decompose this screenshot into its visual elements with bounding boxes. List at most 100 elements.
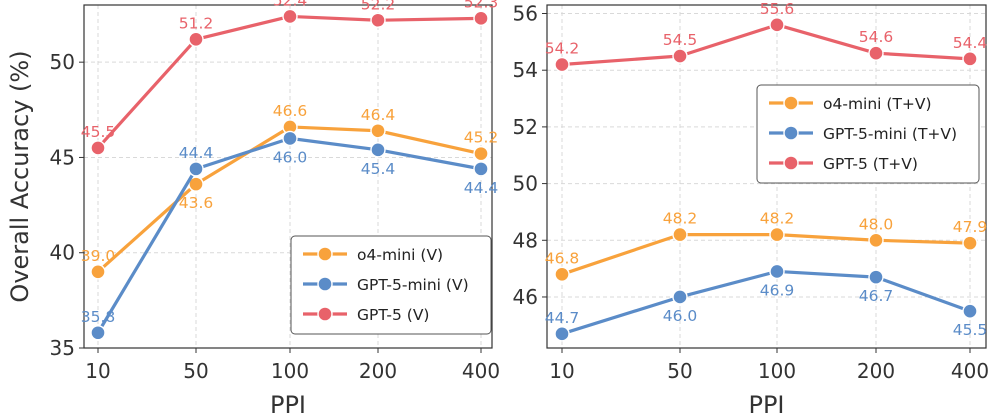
- data-label: 46.8: [545, 249, 580, 267]
- y-tick-label: 40: [50, 241, 75, 265]
- data-label: 44.4: [179, 144, 214, 162]
- data-label: 43.6: [179, 194, 214, 212]
- data-label: 46.4: [361, 106, 396, 124]
- y-tick-label: 45: [50, 145, 75, 169]
- x-tick-label: 50: [667, 359, 692, 383]
- data-label: 52.3: [464, 0, 499, 11]
- data-label: 54.5: [663, 31, 698, 49]
- data-label: 51.2: [179, 14, 214, 32]
- y-tick-label: 46: [513, 285, 538, 309]
- data-point: [370, 123, 386, 139]
- y-tick-label: 56: [513, 2, 538, 26]
- legend-marker: [783, 155, 799, 171]
- data-label: 46.0: [663, 307, 698, 325]
- x-tick-label: 10: [549, 359, 574, 383]
- data-label: 46.9: [760, 281, 795, 299]
- data-point: [473, 161, 489, 177]
- data-point: [370, 12, 386, 28]
- data-point: [282, 130, 298, 147]
- plot-frame: [546, 4, 987, 349]
- y-tick-label: 54: [513, 58, 538, 82]
- legend-marker: [783, 125, 799, 141]
- data-point: [868, 45, 884, 61]
- legend-marker: [317, 246, 333, 262]
- data-label: 54.2: [545, 40, 580, 58]
- data-label: 54.6: [859, 28, 894, 46]
- data-label: 39.0: [81, 247, 116, 265]
- legend-label: GPT-5-mini (V): [357, 276, 469, 294]
- x-tick-label: 200: [359, 359, 397, 383]
- x-tick-label: 100: [758, 359, 796, 383]
- data-label: 55.6: [760, 0, 795, 18]
- y-tick-label: 35: [50, 336, 75, 360]
- data-point: [473, 10, 489, 27]
- data-label: 35.8: [81, 308, 116, 326]
- data-label: 45.5: [953, 321, 988, 339]
- data-label: 48.2: [663, 210, 698, 228]
- data-point: [962, 51, 978, 67]
- data-point: [672, 226, 688, 243]
- data-label: 46.6: [273, 102, 308, 120]
- data-point: [672, 289, 688, 305]
- data-point: [769, 17, 785, 33]
- data-label: 48.2: [760, 210, 795, 228]
- legend-label: GPT-5 (T+V): [823, 155, 918, 173]
- x-tick-label: 50: [183, 359, 208, 383]
- data-point: [282, 8, 298, 25]
- legend-label: o4-mini (V): [357, 246, 443, 264]
- x-tick-label: 100: [271, 359, 309, 383]
- y-tick-label: 50: [50, 50, 75, 74]
- data-point: [962, 303, 978, 319]
- data-label: 46.7: [859, 287, 894, 305]
- legend-label: GPT-5 (V): [357, 306, 429, 324]
- x-tick-label: 400: [462, 359, 500, 383]
- y-tick-label: 52: [513, 115, 538, 139]
- data-point: [188, 31, 204, 47]
- series-line: [560, 23, 972, 67]
- x-tick-label: 400: [951, 359, 989, 383]
- chart-left: 35 40 45 50 10 50 100 200 400 PPI Overall Accuracy…: [6, 0, 500, 418]
- legend-marker: [317, 276, 333, 292]
- data-label: 48.0: [859, 215, 894, 233]
- data-label: 44.7: [545, 309, 580, 327]
- data-point: [188, 176, 204, 192]
- data-label: 52.4: [273, 0, 308, 9]
- legend-label: GPT-5-mini (T+V): [823, 125, 957, 143]
- data-point: [962, 235, 978, 251]
- data-label: 45.2: [464, 129, 499, 147]
- legend-box: [756, 84, 980, 184]
- y-tick-label: 50: [513, 172, 538, 196]
- data-point: [769, 226, 785, 243]
- data-label: 54.4: [953, 34, 988, 52]
- data-point: [868, 232, 884, 248]
- data-point: [554, 266, 570, 282]
- data-point: [473, 145, 489, 162]
- data-label: 45.4: [361, 160, 396, 178]
- data-label: 46.0: [273, 148, 308, 166]
- data-label: 44.4: [464, 179, 499, 197]
- legend-label: o4-mini (T+V): [823, 95, 932, 113]
- data-label: 47.9: [953, 218, 988, 236]
- plot-frame: [83, 4, 493, 349]
- legend-marker: [783, 95, 799, 111]
- data-point: [554, 326, 570, 342]
- y-tick-label: 48: [513, 228, 538, 252]
- legend-box: [290, 235, 492, 335]
- data-point: [90, 264, 106, 280]
- data-point: [769, 263, 785, 280]
- chart-right: 46 48 50 52 54 56 10 50 100 200 400 PPI 46.8 48.2 48.2…: [513, 0, 990, 418]
- data-point: [188, 161, 204, 177]
- y-axis-title: Overall Accuracy (%): [6, 50, 34, 302]
- data-point: [90, 140, 106, 156]
- legend-marker: [317, 306, 333, 322]
- x-tick-label: 200: [857, 359, 895, 383]
- data-label: 52.2: [361, 0, 396, 13]
- data-point: [868, 269, 884, 285]
- data-point: [672, 48, 688, 64]
- data-label: 45.5: [81, 123, 116, 141]
- x-axis-title: PPI: [748, 391, 784, 418]
- data-point: [90, 325, 106, 341]
- data-point: [370, 142, 386, 158]
- data-point: [554, 56, 570, 73]
